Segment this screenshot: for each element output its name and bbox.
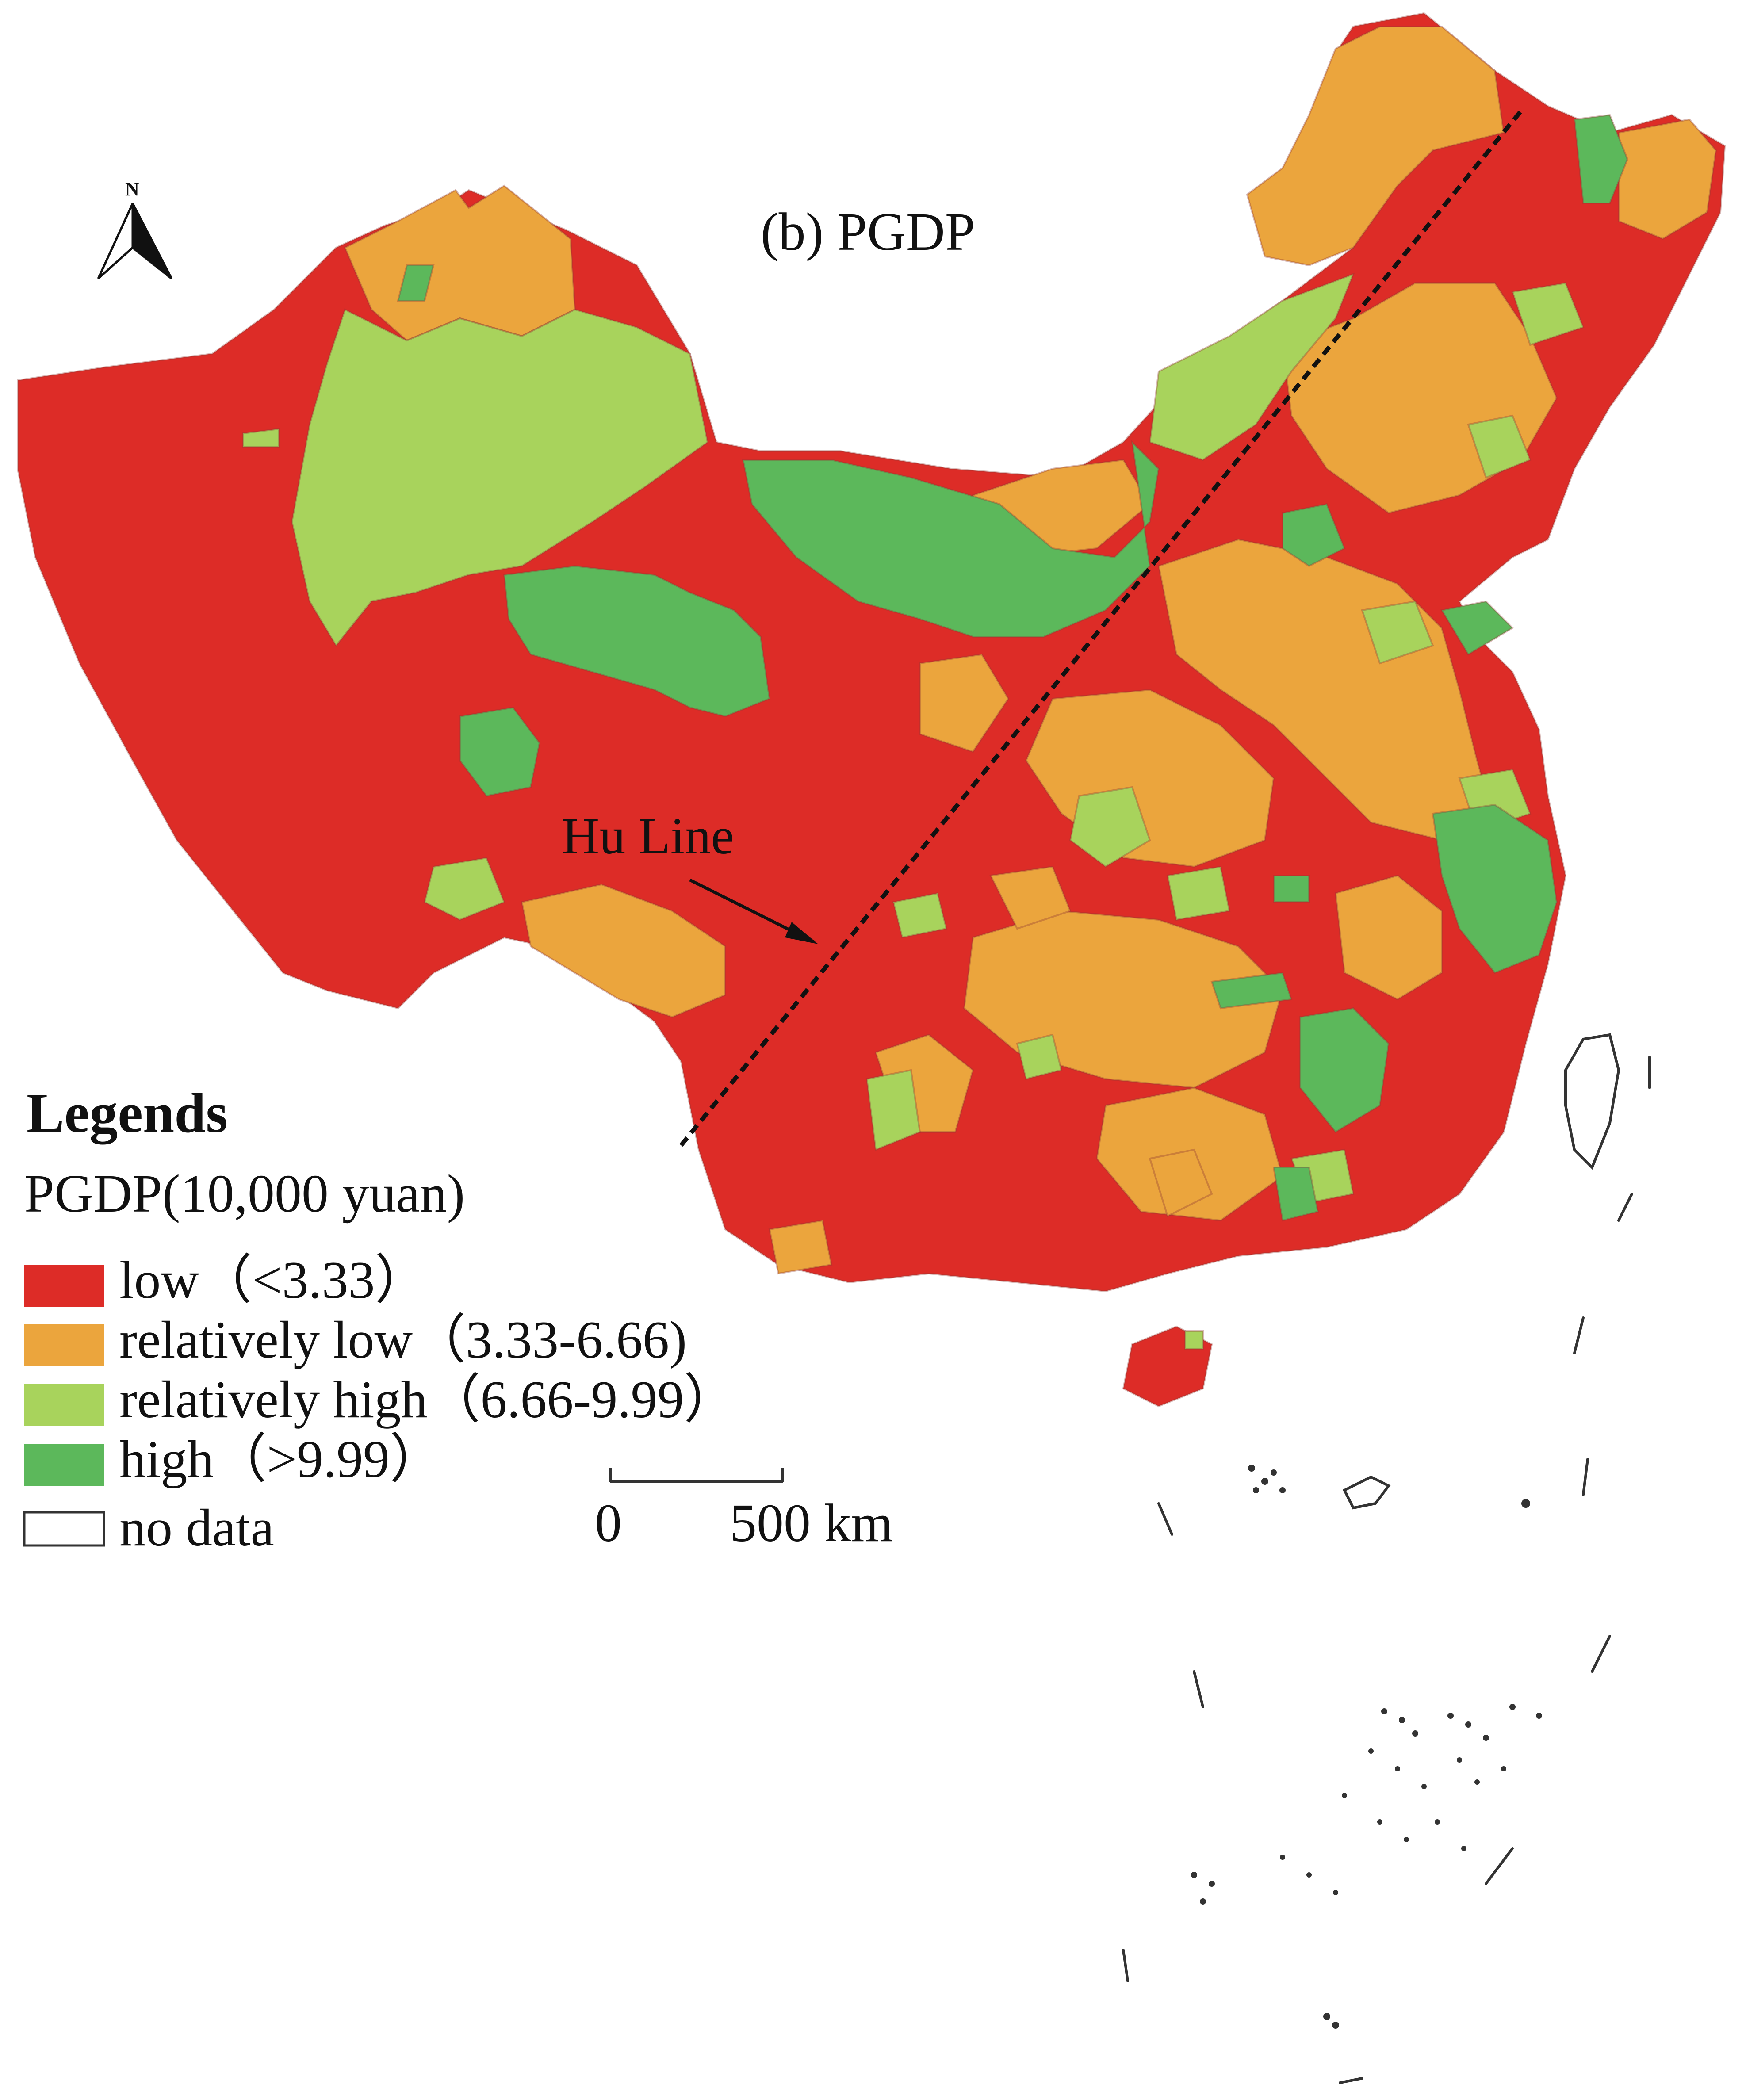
region-orange-yunnan-south (768, 1219, 833, 1275)
dash-1 (1157, 1502, 1173, 1536)
region-lightgreen-hubei (1166, 865, 1231, 921)
region-lightgreen-small-xj (242, 428, 280, 448)
region-green-tibet-center (459, 706, 541, 797)
legend: Legends PGDP(10,000 yuan) low（<3.33） rel… (23, 1082, 737, 1557)
region-lightgreen-liaoning (1467, 414, 1532, 479)
region-green-hunan (1210, 972, 1293, 1010)
region-green-hubei (1273, 875, 1310, 903)
region-green-nei-mongol-west (742, 440, 1160, 638)
scale-bar-end-label: 500 km (730, 1493, 893, 1553)
north-arrow-label: N (125, 178, 139, 200)
region-green-xj-small (397, 264, 435, 302)
region-orange-sichuan (919, 653, 1010, 753)
dash-2 (1193, 1670, 1204, 1708)
region-green-guangdong (1272, 1167, 1319, 1222)
legend-heading: Legends (27, 1082, 228, 1144)
legend-label-no-data: no data (119, 1498, 274, 1557)
hu-line-label: Hu Line (562, 807, 734, 865)
region-orange-heilongjiang (1246, 26, 1505, 267)
region-green-hebei (1282, 503, 1346, 567)
region-lightgreen-xinjiang (291, 308, 709, 647)
region-green-heilongjiang (1573, 114, 1629, 204)
region-lightgreen-jilin (1511, 282, 1585, 346)
north-arrow-left (97, 203, 134, 279)
relatively-high-regions (242, 272, 1585, 1204)
north-arrow-icon: N (97, 178, 173, 279)
dash-5 (1573, 1316, 1585, 1354)
taiwan-outline (1564, 1033, 1620, 1170)
region-orange-guizhou (989, 865, 1072, 930)
region-lightgreen-tibet-west (423, 857, 505, 921)
legend-label-low: low（<3.33） (119, 1251, 428, 1309)
high-regions (397, 114, 1629, 1222)
legend-swatch-relatively-high (24, 1384, 104, 1426)
region-orange-jiangxi (1334, 874, 1443, 1001)
south-sea-islands (1122, 1056, 1651, 2084)
region-orange-guangdong-west (1149, 1148, 1213, 1217)
region-orange-tibet-east (521, 883, 726, 1018)
region-hainan-green (1184, 1330, 1204, 1350)
region-lightgreen-yunnan (865, 1069, 921, 1151)
dash-6 (1582, 1458, 1589, 1496)
region-orange-east-hlj (1618, 118, 1717, 240)
region-lightgreen-sichuan (892, 892, 948, 939)
legend-swatch-low (24, 1265, 104, 1307)
map-title: (b) PGDP (761, 202, 975, 262)
dash-9 (1617, 1193, 1633, 1222)
south-sea-dots (1191, 1465, 1542, 2029)
scale-bar-start-label: 0 (595, 1493, 622, 1553)
region-lightgreen-central (1069, 786, 1151, 868)
legend-label-relatively-low: relatively low（3.33-6.66) (119, 1310, 687, 1369)
legend-subtitle: PGDP(10,000 yuan) (24, 1164, 465, 1224)
region-lightgreen-nei-mongol (1149, 272, 1355, 461)
scale-bar: 0 500 km (595, 1468, 893, 1553)
hu-line-arrowhead (785, 922, 818, 944)
north-arrow-right (131, 203, 173, 279)
region-green-jiangsu-zhejiang (1432, 803, 1558, 974)
legend-swatch-high (24, 1444, 104, 1486)
island-dongsha (1342, 1475, 1391, 1510)
region-orange-northwest (344, 184, 576, 342)
region-green-fujian (1299, 1007, 1390, 1133)
dash-8 (1485, 1847, 1514, 1885)
region-green-shandong (1440, 600, 1514, 656)
dash-3 (1122, 1949, 1129, 1982)
region-lightgreen-guangxi (1016, 1033, 1063, 1080)
region-lightgreen-shandong (1361, 600, 1434, 665)
dash-4 (1339, 2077, 1363, 2084)
legend-swatch-no-data (23, 1511, 105, 1547)
region-green-qinghai (503, 565, 771, 718)
legend-swatch-relatively-low (24, 1324, 104, 1366)
dash-7 (1591, 1635, 1611, 1673)
legend-label-high: high（>9.99） (119, 1430, 443, 1488)
legend-label-relatively-high: relatively high（6.66-9.99） (119, 1370, 737, 1429)
